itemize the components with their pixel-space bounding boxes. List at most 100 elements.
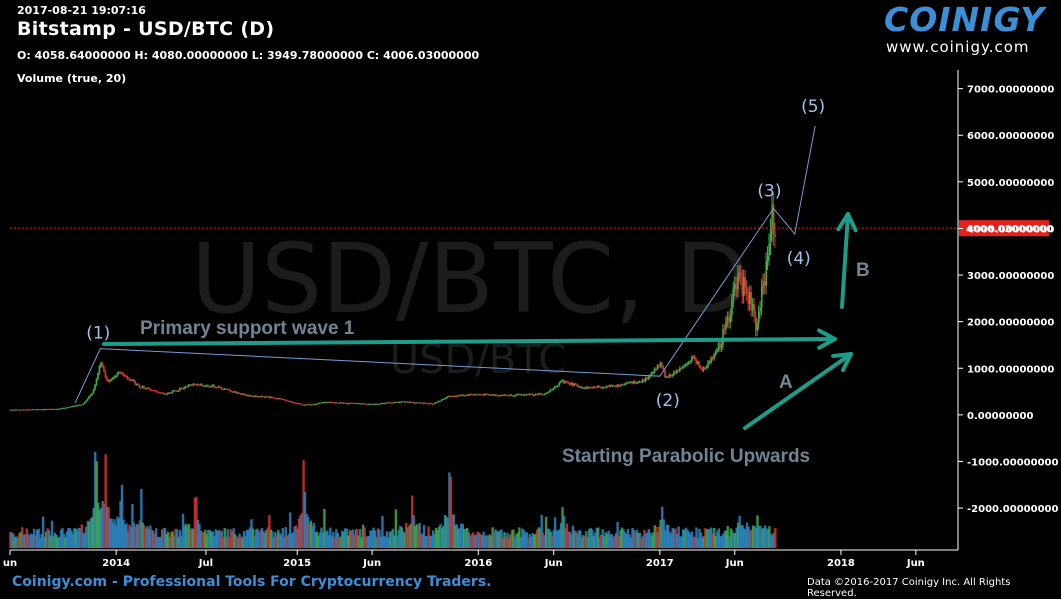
candle-body bbox=[421, 403, 424, 405]
candle-body bbox=[732, 288, 735, 301]
volume-bar bbox=[485, 535, 488, 548]
volume-bar bbox=[492, 531, 496, 548]
volume-bar bbox=[144, 528, 148, 548]
candle-body bbox=[333, 402, 336, 404]
volume-bar bbox=[186, 526, 189, 548]
candle-body bbox=[546, 392, 549, 394]
candle-body bbox=[289, 401, 291, 403]
volume-bar bbox=[372, 527, 375, 548]
candle-body bbox=[371, 403, 373, 405]
volume-bar bbox=[364, 536, 368, 548]
candle-body bbox=[140, 387, 142, 389]
volume-bar bbox=[418, 523, 421, 548]
candle-body bbox=[394, 402, 397, 404]
candle-body bbox=[433, 403, 436, 405]
volume-bar bbox=[25, 528, 28, 548]
x-tick-label: 2017 bbox=[646, 558, 674, 569]
candle-body bbox=[625, 382, 628, 384]
footer-tagline[interactable]: Coinigy.com - Professional Tools For Cry… bbox=[12, 574, 492, 590]
volume-bar bbox=[723, 531, 726, 548]
volume-bar bbox=[640, 538, 643, 548]
volume-bar bbox=[286, 535, 289, 548]
volume-bar bbox=[425, 536, 429, 548]
candle-body bbox=[516, 394, 519, 396]
candle-body bbox=[190, 384, 193, 386]
volume-bar bbox=[616, 521, 619, 548]
candle-body bbox=[683, 365, 686, 367]
arrow-a bbox=[743, 352, 853, 430]
volume-bar bbox=[388, 532, 392, 548]
candle-body bbox=[246, 394, 248, 396]
volume-bar bbox=[287, 534, 290, 548]
volume-bar bbox=[763, 525, 767, 548]
candle-body bbox=[12, 409, 14, 411]
y-axis: 7000.00000000 6000.00000000 5000.00000000 4… bbox=[957, 70, 1058, 550]
volume-bar bbox=[759, 525, 762, 548]
candle-body bbox=[601, 387, 604, 389]
candle-body bbox=[429, 403, 431, 405]
volume-bar bbox=[189, 529, 192, 548]
candle-body bbox=[353, 403, 355, 405]
candle-body bbox=[15, 409, 17, 411]
candle-body bbox=[662, 367, 665, 371]
candle-body bbox=[522, 394, 525, 396]
candle-body bbox=[749, 292, 751, 305]
volume-bar bbox=[655, 526, 658, 548]
candle-body bbox=[284, 399, 287, 401]
candle-body bbox=[708, 361, 711, 363]
candle-body bbox=[430, 403, 433, 405]
candle-body bbox=[135, 384, 138, 386]
candle-body bbox=[747, 294, 750, 305]
candle-body bbox=[472, 394, 474, 396]
primary-support-arrow-head bbox=[817, 328, 837, 350]
volume-bar bbox=[439, 524, 442, 548]
volume-bar bbox=[658, 526, 661, 548]
candle-body bbox=[393, 402, 395, 404]
candle-body bbox=[438, 400, 440, 402]
candle-body bbox=[82, 403, 84, 405]
candle-body bbox=[61, 408, 64, 410]
volume-bar bbox=[102, 503, 106, 548]
volume-bar bbox=[291, 532, 295, 548]
candle-body bbox=[661, 363, 663, 368]
volume-bar bbox=[644, 533, 648, 548]
volume-bar bbox=[698, 528, 701, 548]
candle-body bbox=[254, 395, 257, 397]
candle-body bbox=[317, 402, 320, 404]
volume-bar bbox=[251, 528, 255, 548]
candle-body bbox=[774, 234, 776, 237]
brand-logo[interactable]: COINIGY bbox=[884, 0, 1046, 39]
volume-bar bbox=[664, 530, 667, 548]
candle-body bbox=[504, 394, 507, 396]
ohlc-readout: O: 4058.64000000 H: 4080.00000000 L: 394… bbox=[17, 49, 480, 62]
volume-bar bbox=[733, 532, 737, 548]
candle-body bbox=[42, 409, 44, 411]
candle-body bbox=[406, 401, 409, 403]
brand-url[interactable]: www.coinigy.com bbox=[886, 38, 1030, 56]
y-tick-label: -2000.00000000 bbox=[967, 504, 1058, 515]
volume-bar bbox=[608, 534, 612, 548]
volume-bar bbox=[175, 529, 179, 548]
candle-body bbox=[304, 404, 306, 406]
candle-body bbox=[560, 381, 562, 383]
volume-bar bbox=[347, 535, 350, 548]
volume-bar bbox=[659, 519, 662, 548]
volume-bar bbox=[546, 528, 549, 548]
volume-bar bbox=[299, 515, 302, 548]
volume-bar bbox=[266, 527, 270, 548]
volume-bar bbox=[55, 534, 58, 548]
candle-body bbox=[573, 383, 576, 386]
candle-body bbox=[259, 396, 262, 398]
volume-bar bbox=[641, 536, 645, 548]
volume-bar bbox=[653, 525, 657, 548]
candle-body bbox=[216, 387, 218, 389]
volume-bar bbox=[125, 523, 128, 548]
candle-body bbox=[772, 204, 775, 235]
volume-bar bbox=[235, 536, 238, 548]
candle-body bbox=[199, 384, 202, 386]
volume-bar bbox=[15, 536, 18, 548]
volume-bar bbox=[553, 517, 557, 548]
candle-body bbox=[204, 386, 206, 388]
candle-body bbox=[482, 394, 485, 396]
